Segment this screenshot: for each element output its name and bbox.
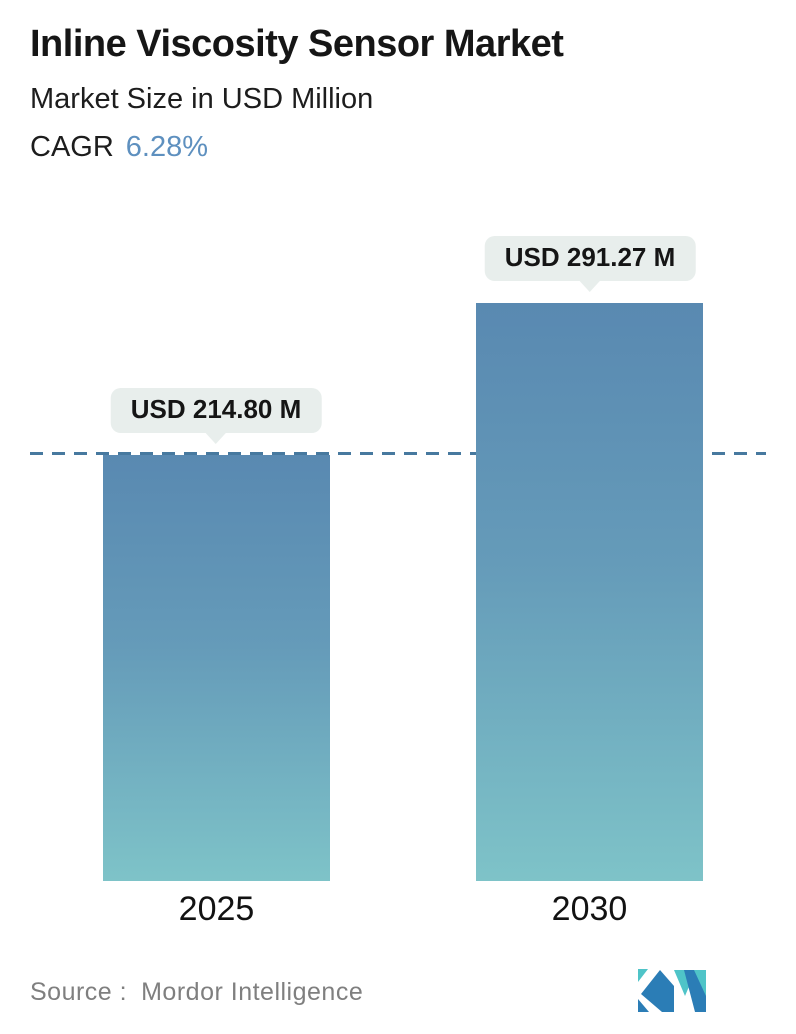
dashed-reference-line: [30, 452, 766, 455]
cagr-value: 6.28%: [125, 131, 209, 163]
chart-title: Inline Viscosity Sensor Market: [30, 23, 564, 65]
source-name: Mordor Intelligence: [141, 978, 364, 1006]
bar-2025: [103, 455, 330, 881]
bar-2030: [476, 303, 703, 881]
source-line: Source : Mordor Intelligence: [30, 978, 363, 1007]
value-callout-2030: USD 291.27 M: [484, 236, 696, 281]
cagr-row: CAGR 6.28%: [30, 130, 563, 164]
chart-subtitle: Market Size in USD Million: [30, 83, 374, 115]
axis-label-2025: 2025: [178, 890, 255, 928]
mordor-intelligence-logo: [638, 969, 706, 1012]
chart-header: Inline Viscosity Sensor Market Market Si…: [30, 22, 564, 164]
axis-label-2030: 2030: [551, 890, 628, 928]
value-callout-2025: USD 214.80 M: [110, 388, 322, 433]
source-label: Source :: [30, 978, 128, 1006]
cagr-label: CAGR: [30, 131, 114, 163]
